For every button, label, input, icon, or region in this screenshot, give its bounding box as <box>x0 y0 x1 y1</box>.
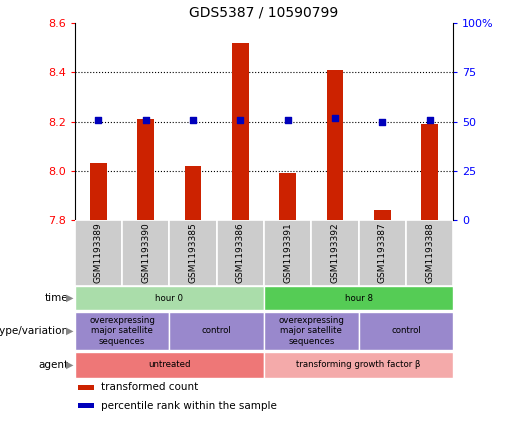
Text: hour 8: hour 8 <box>345 294 372 303</box>
Bar <box>264 352 453 378</box>
Bar <box>311 220 358 286</box>
Text: control: control <box>202 327 232 335</box>
Bar <box>122 220 169 286</box>
Bar <box>358 312 453 350</box>
Bar <box>78 403 94 408</box>
Bar <box>75 312 169 350</box>
Bar <box>90 163 107 220</box>
Text: hour 0: hour 0 <box>156 294 183 303</box>
Bar <box>232 43 249 220</box>
Point <box>378 118 386 125</box>
Point <box>189 116 197 123</box>
Bar <box>421 124 438 220</box>
Bar <box>406 220 453 286</box>
Bar <box>217 220 264 286</box>
Text: GSM1193392: GSM1193392 <box>331 222 339 283</box>
Text: GSM1193388: GSM1193388 <box>425 222 434 283</box>
Text: overexpressing
major satellite
sequences: overexpressing major satellite sequences <box>89 316 155 346</box>
Point <box>425 116 434 123</box>
Point <box>142 116 150 123</box>
Bar <box>75 220 122 286</box>
Bar <box>264 312 358 350</box>
Bar <box>169 220 217 286</box>
Text: ▶: ▶ <box>66 326 74 336</box>
Bar <box>169 312 264 350</box>
Text: control: control <box>391 327 421 335</box>
Text: GSM1193387: GSM1193387 <box>377 222 387 283</box>
Text: agent: agent <box>39 360 68 370</box>
Point <box>94 116 102 123</box>
Text: GSM1193385: GSM1193385 <box>188 222 197 283</box>
Bar <box>75 286 264 310</box>
Bar <box>264 286 453 310</box>
Bar <box>279 173 296 220</box>
Text: percentile rank within the sample: percentile rank within the sample <box>101 401 277 410</box>
Bar <box>327 70 343 220</box>
Text: GSM1193389: GSM1193389 <box>94 222 103 283</box>
Bar <box>358 220 406 286</box>
Bar <box>75 352 264 378</box>
Point <box>283 116 291 123</box>
Bar <box>138 119 154 220</box>
Text: ▶: ▶ <box>66 293 74 303</box>
Text: transforming growth factor β: transforming growth factor β <box>296 360 421 369</box>
Text: untreated: untreated <box>148 360 191 369</box>
Text: GSM1193391: GSM1193391 <box>283 222 292 283</box>
Text: genotype/variation: genotype/variation <box>0 326 68 336</box>
Point <box>236 116 245 123</box>
Bar <box>374 210 390 220</box>
Text: ▶: ▶ <box>66 360 74 370</box>
Text: GSM1193390: GSM1193390 <box>141 222 150 283</box>
Bar <box>185 166 201 220</box>
Bar <box>264 220 311 286</box>
Point <box>331 114 339 121</box>
Text: overexpressing
major satellite
sequences: overexpressing major satellite sequences <box>278 316 344 346</box>
Text: time: time <box>45 293 68 303</box>
Text: transformed count: transformed count <box>101 382 198 393</box>
Text: GSM1193386: GSM1193386 <box>236 222 245 283</box>
Bar <box>78 385 94 390</box>
Title: GDS5387 / 10590799: GDS5387 / 10590799 <box>190 5 338 19</box>
